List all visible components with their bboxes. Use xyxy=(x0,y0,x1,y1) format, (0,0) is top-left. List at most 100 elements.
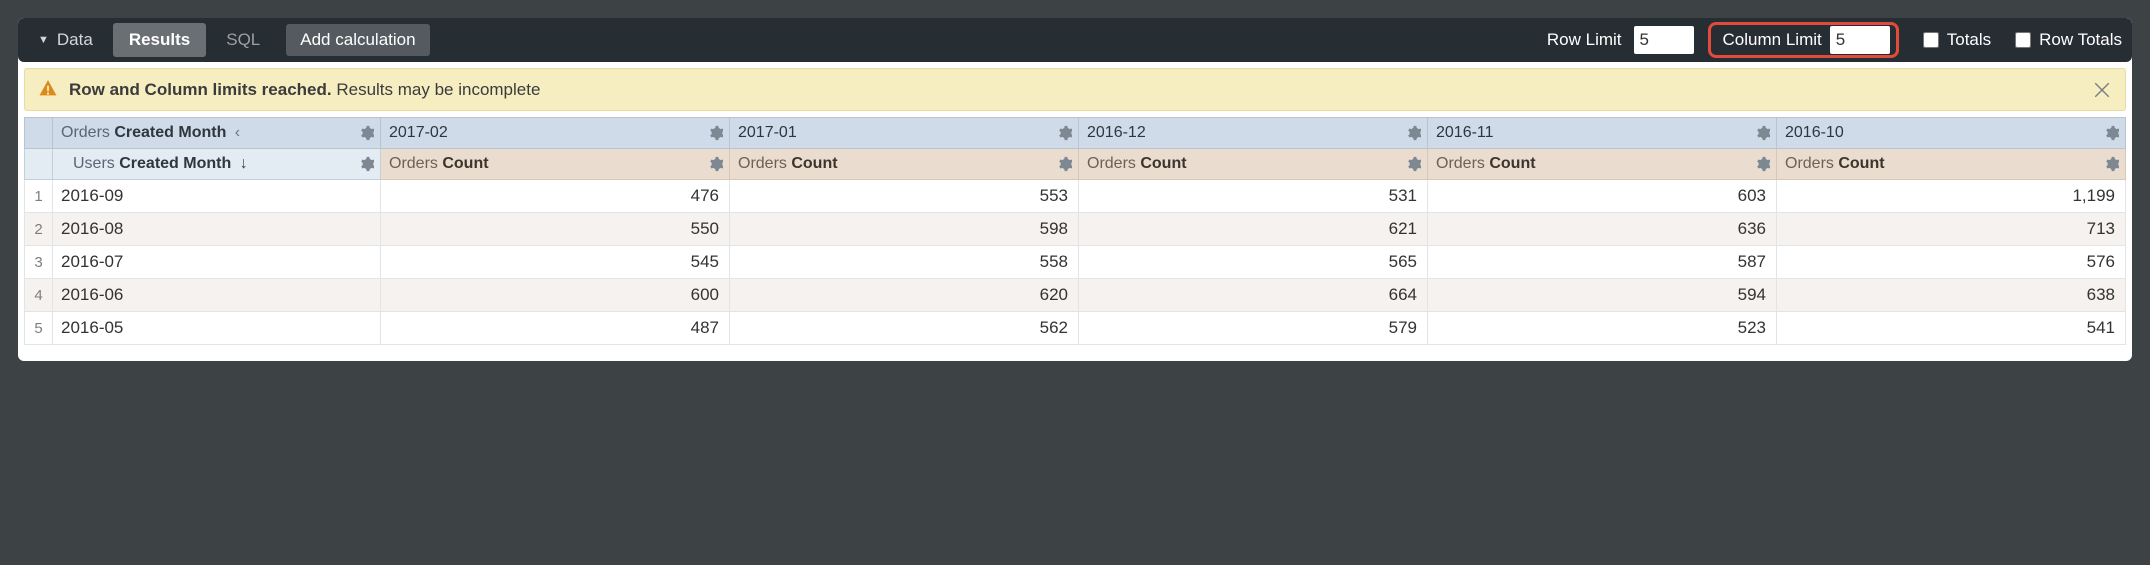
cell-value[interactable]: 565 xyxy=(1079,246,1428,279)
row-label[interactable]: 2016-07 xyxy=(53,246,381,279)
cell-value[interactable]: 553 xyxy=(730,180,1079,213)
column-limit-highlight: Column Limit xyxy=(1708,22,1899,58)
measure-header-1[interactable]: Orders Count xyxy=(730,149,1079,180)
chevron-left-icon: ‹ xyxy=(235,124,240,141)
pivot-col-0[interactable]: 2017-02 xyxy=(381,118,730,149)
add-calculation-label: Add calculation xyxy=(300,30,415,50)
gear-icon[interactable] xyxy=(358,156,374,172)
cell-value[interactable]: 562 xyxy=(730,312,1079,345)
cell-value[interactable]: 576 xyxy=(1777,246,2126,279)
row-index: 2 xyxy=(25,213,53,246)
close-banner-button[interactable] xyxy=(2093,81,2111,99)
column-limit-label: Column Limit xyxy=(1723,30,1822,50)
row-totals-checkbox-input[interactable] xyxy=(2015,32,2031,48)
row-index: 3 xyxy=(25,246,53,279)
gear-icon[interactable] xyxy=(358,125,374,141)
row-dimension-header[interactable]: Users Created Month ↓ xyxy=(53,149,381,180)
cell-value[interactable]: 476 xyxy=(381,180,730,213)
warning-text-strong: Row and Column limits reached. xyxy=(69,80,332,99)
gear-icon[interactable] xyxy=(2103,156,2119,172)
cell-value[interactable]: 1,199 xyxy=(1777,180,2126,213)
pivot-col-4[interactable]: 2016-10 xyxy=(1777,118,2126,149)
row-label[interactable]: 2016-09 xyxy=(53,180,381,213)
row-dim-field: Created Month xyxy=(119,155,231,172)
pivot-col-2[interactable]: 2016-12 xyxy=(1079,118,1428,149)
totals-checkbox-input[interactable] xyxy=(1923,32,1939,48)
measure-header-0[interactable]: Orders Count xyxy=(381,149,730,180)
pivot-dim-prefix: Orders xyxy=(61,124,114,141)
row-index: 4 xyxy=(25,279,53,312)
tab-results[interactable]: Results xyxy=(113,23,206,57)
gear-icon[interactable] xyxy=(1754,156,1770,172)
results-table-wrap: Orders Created Month ‹ 2017-02 2017-01 2… xyxy=(18,117,2132,361)
results-table: Orders Created Month ‹ 2017-02 2017-01 2… xyxy=(24,117,2126,345)
cell-value[interactable]: 600 xyxy=(381,279,730,312)
pivot-header-row: Orders Created Month ‹ 2017-02 2017-01 2… xyxy=(25,118,2126,149)
measure-header-3[interactable]: Orders Count xyxy=(1428,149,1777,180)
gear-icon[interactable] xyxy=(707,156,723,172)
row-index: 1 xyxy=(25,180,53,213)
pivot-col-3[interactable]: 2016-11 xyxy=(1428,118,1777,149)
cell-value[interactable]: 545 xyxy=(381,246,730,279)
gear-icon[interactable] xyxy=(1405,125,1421,141)
pivot-dim-field: Created Month xyxy=(114,124,226,141)
sort-desc-icon: ↓ xyxy=(240,155,248,172)
add-calculation-button[interactable]: Add calculation xyxy=(286,24,429,56)
gear-icon[interactable] xyxy=(707,125,723,141)
row-label[interactable]: 2016-08 xyxy=(53,213,381,246)
tab-sql-label: SQL xyxy=(226,30,260,50)
pivot-dimension-header[interactable]: Orders Created Month ‹ xyxy=(53,118,381,149)
table-row: 42016-06600620664594638 xyxy=(25,279,2126,312)
measure-header-row: Users Created Month ↓ Orders Count Order… xyxy=(25,149,2126,180)
gear-icon[interactable] xyxy=(1056,125,1072,141)
row-totals-checkbox[interactable]: Row Totals xyxy=(2011,29,2122,51)
cell-value[interactable]: 594 xyxy=(1428,279,1777,312)
gear-icon[interactable] xyxy=(1754,125,1770,141)
cell-value[interactable]: 579 xyxy=(1079,312,1428,345)
totals-checkbox-label: Totals xyxy=(1947,30,1991,50)
row-totals-checkbox-label: Row Totals xyxy=(2039,30,2122,50)
warning-text: Row and Column limits reached. Results m… xyxy=(69,80,540,100)
table-row: 52016-05487562579523541 xyxy=(25,312,2126,345)
gear-icon[interactable] xyxy=(2103,125,2119,141)
row-label[interactable]: 2016-06 xyxy=(53,279,381,312)
gear-icon[interactable] xyxy=(1405,156,1421,172)
limits-warning-banner: Row and Column limits reached. Results m… xyxy=(24,68,2126,111)
column-limit-input[interactable] xyxy=(1830,26,1890,54)
cell-value[interactable]: 636 xyxy=(1428,213,1777,246)
cell-value[interactable]: 487 xyxy=(381,312,730,345)
table-row: 12016-094765535316031,199 xyxy=(25,180,2126,213)
cell-value[interactable]: 638 xyxy=(1777,279,2126,312)
gear-icon[interactable] xyxy=(1056,156,1072,172)
row-index: 5 xyxy=(25,312,53,345)
cell-value[interactable]: 587 xyxy=(1428,246,1777,279)
tab-data[interactable]: ▼ Data xyxy=(28,23,109,57)
cell-value[interactable]: 603 xyxy=(1428,180,1777,213)
cell-value[interactable]: 620 xyxy=(730,279,1079,312)
measure-header-2[interactable]: Orders Count xyxy=(1079,149,1428,180)
cell-value[interactable]: 664 xyxy=(1079,279,1428,312)
table-row: 32016-07545558565587576 xyxy=(25,246,2126,279)
tab-results-label: Results xyxy=(129,30,190,50)
row-label[interactable]: 2016-05 xyxy=(53,312,381,345)
cell-value[interactable]: 531 xyxy=(1079,180,1428,213)
cell-value[interactable]: 558 xyxy=(730,246,1079,279)
tab-sql[interactable]: SQL xyxy=(210,23,276,57)
cell-value[interactable]: 713 xyxy=(1777,213,2126,246)
cell-value[interactable]: 550 xyxy=(381,213,730,246)
totals-checkbox[interactable]: Totals xyxy=(1919,29,1991,51)
cell-value[interactable]: 621 xyxy=(1079,213,1428,246)
tab-data-label: Data xyxy=(57,30,93,50)
row-limit-input[interactable] xyxy=(1634,26,1694,54)
measure-header-4[interactable]: Orders Count xyxy=(1777,149,2126,180)
cell-value[interactable]: 598 xyxy=(730,213,1079,246)
row-limit-label: Row Limit xyxy=(1547,30,1622,50)
row-dim-prefix: Users xyxy=(73,155,119,172)
cell-value[interactable]: 541 xyxy=(1777,312,2126,345)
results-panel: ▼ Data Results SQL Add calculation Row L… xyxy=(18,18,2132,361)
results-tbody: 12016-094765535316031,19922016-085505986… xyxy=(25,180,2126,345)
pivot-col-1[interactable]: 2017-01 xyxy=(730,118,1079,149)
caret-down-icon: ▼ xyxy=(38,35,49,46)
cell-value[interactable]: 523 xyxy=(1428,312,1777,345)
warning-icon xyxy=(39,79,57,100)
